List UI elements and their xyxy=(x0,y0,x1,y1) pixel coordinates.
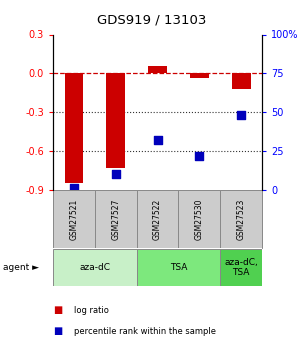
Point xyxy=(197,153,202,158)
Text: agent ►: agent ► xyxy=(3,263,39,272)
Text: aza-dC,
TSA: aza-dC, TSA xyxy=(224,258,258,277)
Bar xyxy=(148,66,167,73)
Point xyxy=(113,171,118,177)
Bar xyxy=(95,190,137,248)
Bar xyxy=(65,73,83,183)
Bar xyxy=(137,190,178,248)
Text: aza-dC: aza-dC xyxy=(79,263,110,272)
Text: GSM27522: GSM27522 xyxy=(153,198,162,240)
Bar xyxy=(106,73,125,168)
Text: GSM27527: GSM27527 xyxy=(111,198,120,240)
Text: GSM27530: GSM27530 xyxy=(195,198,204,240)
Bar xyxy=(220,249,262,286)
Text: TSA: TSA xyxy=(170,263,187,272)
Text: percentile rank within the sample: percentile rank within the sample xyxy=(74,327,216,336)
Bar xyxy=(53,190,95,248)
Text: ■: ■ xyxy=(53,326,62,336)
Text: ■: ■ xyxy=(53,306,62,315)
Bar xyxy=(220,190,262,248)
Text: GSM27521: GSM27521 xyxy=(69,198,78,240)
Bar xyxy=(53,249,137,286)
Bar xyxy=(190,73,209,78)
Point xyxy=(239,112,244,118)
Point xyxy=(72,186,76,191)
Point xyxy=(155,137,160,143)
Bar xyxy=(178,190,220,248)
Bar xyxy=(137,249,220,286)
Text: log ratio: log ratio xyxy=(74,306,109,315)
Text: GSM27523: GSM27523 xyxy=(237,198,246,240)
Text: GDS919 / 13103: GDS919 / 13103 xyxy=(97,14,206,27)
Bar xyxy=(232,73,251,89)
